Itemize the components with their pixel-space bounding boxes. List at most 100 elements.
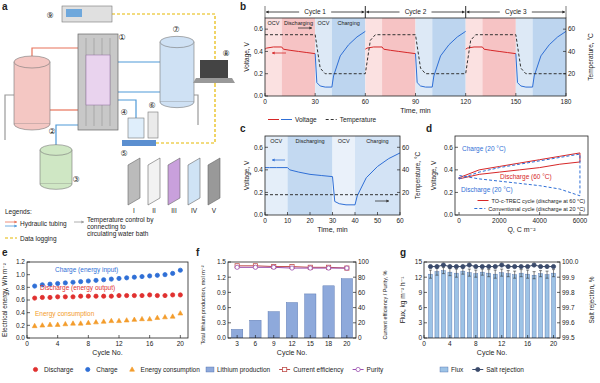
arrow <box>467 12 500 13</box>
cycle-divider <box>465 6 466 18</box>
error-bar <box>533 272 536 279</box>
line <box>265 47 516 54</box>
error-bar <box>468 269 471 276</box>
plot-area <box>428 263 555 338</box>
tick-label: 150 <box>510 98 521 105</box>
tick-label: 60 <box>396 217 404 224</box>
marker <box>140 274 144 278</box>
legend-label: Charge <box>96 366 118 374</box>
phase-band <box>416 18 433 96</box>
tick <box>557 277 560 278</box>
axis-title: Voltage, V <box>243 160 251 190</box>
marker <box>94 320 99 324</box>
tick-label: 1.2 <box>217 274 226 281</box>
tick-label: 20 <box>568 70 576 77</box>
arrow-head <box>467 11 470 14</box>
phase-band <box>482 18 515 96</box>
tick-label: 30 <box>312 98 320 105</box>
bar <box>552 273 556 338</box>
tick <box>579 212 580 215</box>
marker <box>461 264 465 268</box>
tick-label: 15 <box>415 258 423 265</box>
tick-label: 8 <box>87 340 91 347</box>
tick-label: 60 <box>402 144 410 151</box>
tick <box>346 335 347 338</box>
marker <box>147 316 152 320</box>
legend-item: Lithium production <box>206 366 270 374</box>
bar <box>545 275 549 338</box>
arrow-head <box>386 200 389 203</box>
tick <box>397 192 400 193</box>
tick-label: 0.0 <box>16 334 25 341</box>
tick-label: 40 <box>402 166 410 173</box>
arrow-head <box>272 159 275 162</box>
marker <box>163 273 167 277</box>
axis-frame <box>228 262 356 338</box>
marker <box>326 265 330 269</box>
tick <box>355 212 356 215</box>
tick-label: 6 <box>418 304 422 311</box>
marker <box>178 311 183 315</box>
tick <box>365 93 366 96</box>
bar <box>268 312 279 338</box>
tick <box>557 262 560 263</box>
axis-title: Cycle No. <box>477 349 507 357</box>
cell-stack <box>78 34 118 130</box>
marker <box>538 264 542 268</box>
legend-marker <box>130 367 135 371</box>
marker <box>33 296 37 300</box>
error-bar <box>546 271 549 278</box>
marker <box>94 278 98 282</box>
axis-title: Salt rejection, % <box>588 276 596 323</box>
axis-title: Time, min <box>400 107 431 114</box>
tick <box>57 335 58 338</box>
tick <box>27 287 30 288</box>
legend-label: TO-c-TREC cycle (discharge at 60 °C) <box>492 198 586 204</box>
marker <box>86 294 90 298</box>
marker <box>148 274 152 278</box>
tick-label: 4 <box>56 340 60 347</box>
tick <box>265 215 268 216</box>
tubing <box>32 48 78 56</box>
tick <box>455 169 458 170</box>
legend-item: Energy consumption <box>130 366 201 374</box>
tank-top <box>40 145 72 156</box>
cycle-divider <box>465 6 466 18</box>
tick-label: 0.4 <box>444 166 453 173</box>
tick-label: 100 <box>358 258 369 265</box>
error-bar <box>500 269 503 276</box>
axis-title: Total lithium production, mol m⁻² <box>200 265 206 344</box>
chart: d0.00.20.40.60200040006000Q, C m⁻²Voltag… <box>426 123 588 234</box>
membrane <box>86 55 110 105</box>
tick-label: 40 <box>568 48 576 55</box>
legend-label: Data logging <box>20 235 57 243</box>
axis-title: Current efficiency / Purity, % <box>382 270 388 339</box>
tick-label: 0.6 <box>444 144 453 151</box>
bar <box>539 274 543 338</box>
legend-swatch <box>440 367 448 372</box>
tick-label: 40 <box>351 217 359 224</box>
chart: e0.00.20.40.60.81.01.2048121620Cycle No.… <box>1 247 200 374</box>
bar <box>532 275 536 338</box>
tick-label: 0.0 <box>254 211 263 218</box>
plot-area <box>265 136 400 215</box>
tick-label: 0.2 <box>254 70 263 77</box>
annotation: Discharge (60 °C) <box>500 173 552 181</box>
panel-label: b <box>240 1 246 12</box>
phase-label: OCV <box>267 20 279 26</box>
arrow-head <box>309 27 312 30</box>
tick-label: 30 <box>329 217 337 224</box>
tick <box>353 292 356 293</box>
arrow <box>266 12 299 13</box>
axis-title: Q, C m⁻² <box>507 226 536 234</box>
marker <box>163 315 168 319</box>
tick <box>228 322 231 323</box>
marker <box>125 293 129 297</box>
tick <box>397 169 400 170</box>
tick-label: 0.6 <box>254 144 263 151</box>
marker <box>63 321 68 325</box>
tick <box>180 335 181 338</box>
tick <box>424 277 427 278</box>
layer <box>148 158 160 205</box>
tick <box>27 335 28 338</box>
